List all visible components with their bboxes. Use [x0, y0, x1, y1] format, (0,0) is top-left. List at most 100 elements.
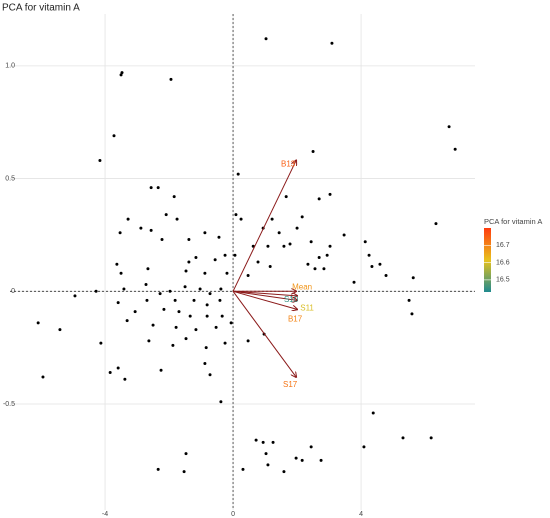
point — [146, 267, 150, 271]
loading-arrow — [232, 291, 296, 377]
point — [322, 267, 326, 271]
colorbar — [484, 228, 491, 292]
point — [309, 445, 313, 449]
point — [371, 411, 375, 415]
point — [149, 186, 153, 190]
point — [367, 253, 371, 257]
point — [370, 265, 374, 269]
point — [306, 262, 310, 266]
point — [220, 314, 224, 318]
point — [214, 325, 218, 329]
point — [300, 458, 304, 462]
colorbar-tick-label: 16.7 — [496, 242, 510, 249]
point — [171, 343, 175, 347]
point — [282, 244, 286, 248]
point — [239, 217, 243, 221]
point — [294, 456, 298, 460]
point — [145, 298, 149, 302]
point — [407, 298, 411, 302]
point — [205, 314, 209, 318]
point — [173, 298, 177, 302]
point — [363, 240, 367, 244]
point — [434, 222, 438, 226]
point — [168, 289, 172, 293]
point — [159, 368, 163, 372]
point — [319, 458, 323, 462]
point — [158, 292, 162, 296]
point — [187, 260, 191, 264]
point — [268, 265, 272, 269]
point — [184, 269, 188, 273]
point — [309, 240, 313, 244]
point — [411, 276, 415, 280]
point — [277, 231, 281, 235]
point — [205, 303, 209, 307]
point — [288, 242, 292, 246]
point — [122, 287, 126, 291]
point — [94, 289, 98, 293]
point — [218, 298, 222, 302]
point — [126, 217, 130, 221]
y-tick-label: 0.5 — [5, 175, 15, 182]
y-tick-label: 1.0 — [5, 63, 15, 70]
point — [271, 440, 275, 444]
point — [362, 445, 366, 449]
point — [172, 195, 176, 199]
colorbar-tick-label: 16.6 — [496, 259, 510, 266]
point — [188, 314, 192, 318]
point — [254, 438, 258, 442]
point — [133, 310, 137, 314]
point — [447, 125, 451, 129]
point — [219, 400, 223, 404]
y-tick-label: 0 — [11, 288, 15, 295]
point — [317, 255, 321, 259]
point — [223, 341, 227, 345]
point — [115, 262, 119, 266]
loading-label: S11 — [300, 303, 314, 312]
point — [174, 325, 178, 329]
point — [223, 253, 227, 257]
point — [192, 298, 196, 302]
point — [119, 73, 123, 77]
point — [270, 217, 274, 221]
point — [256, 260, 260, 264]
point — [266, 244, 270, 248]
point — [164, 213, 168, 217]
point — [99, 341, 103, 345]
x-tick-label: 4 — [359, 511, 363, 518]
point — [184, 452, 188, 456]
point — [328, 192, 332, 196]
point — [317, 197, 321, 201]
point — [429, 436, 433, 440]
point — [208, 373, 212, 377]
point — [313, 267, 317, 271]
point — [234, 213, 238, 217]
chart-title: PCA for vitamin A — [2, 3, 80, 14]
loading-arrow — [232, 290, 297, 309]
point — [156, 186, 160, 190]
point — [116, 301, 120, 305]
loading-label: B13 — [281, 160, 296, 169]
point — [144, 283, 148, 287]
point — [177, 310, 181, 314]
point — [151, 323, 155, 327]
point — [123, 377, 127, 381]
point — [156, 467, 160, 471]
point — [149, 228, 153, 232]
loading-label: Mean — [292, 282, 312, 291]
point — [147, 339, 151, 343]
loading-label: B17 — [288, 314, 303, 323]
point — [233, 253, 237, 257]
point — [73, 294, 77, 298]
point — [328, 244, 332, 248]
point — [203, 271, 207, 275]
point — [225, 271, 229, 275]
point — [342, 233, 346, 237]
point — [98, 159, 102, 163]
point — [261, 440, 265, 444]
point — [112, 134, 116, 138]
point — [198, 287, 202, 291]
point — [217, 235, 221, 239]
point — [264, 37, 268, 41]
